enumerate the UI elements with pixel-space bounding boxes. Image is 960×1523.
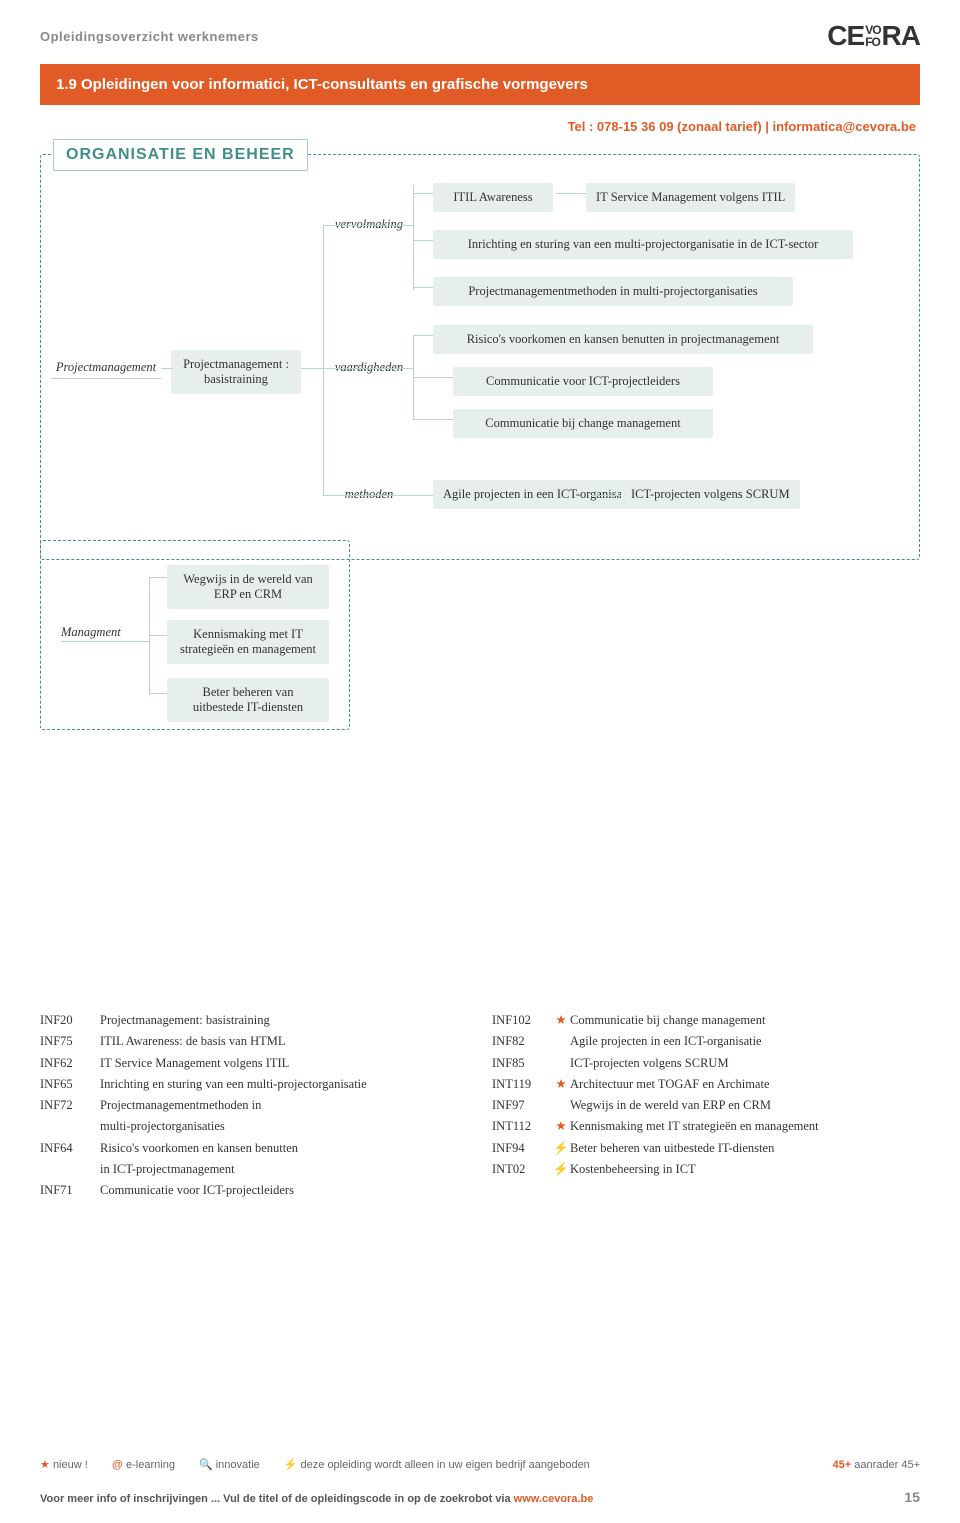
course-title: Wegwijs in de wereld van ERP en CRM <box>570 1095 920 1116</box>
page-number: 15 <box>904 1489 920 1505</box>
projectmanagement-diagram: Projectmanagement Projectmanagement : ba… <box>61 185 899 535</box>
course-row: INF20Projectmanagement: basistraining <box>40 1010 468 1031</box>
node-erp-crm: Wegwijs in de wereld van ERP en CRM <box>167 565 329 609</box>
course-marker-icon: ⚡ <box>552 1159 570 1180</box>
footer-info: Voor meer info of inschrijvingen ... Vul… <box>40 1489 920 1505</box>
course-code: INF64 <box>40 1138 100 1159</box>
course-row: INF85 ICT-projecten volgens SCRUM <box>492 1053 920 1074</box>
course-row: INF82 Agile projecten in een ICT-organisa… <box>492 1031 920 1052</box>
node-inrichting-sturing: Inrichting en sturing van een multi-proj… <box>433 230 853 259</box>
course-row: INF65Inrichting en sturing van een multi… <box>40 1074 468 1095</box>
document-header: Opleidingsoverzicht werknemers CE VO FO … <box>40 0 920 64</box>
course-row: in ICT-projectmanagement <box>40 1159 468 1180</box>
course-code: INF65 <box>40 1074 100 1095</box>
course-row: INF71Communicatie voor ICT-projectleider… <box>40 1180 468 1201</box>
course-title: Beter beheren van uitbestede IT-diensten <box>570 1138 920 1159</box>
course-code: INT02 <box>492 1159 552 1180</box>
course-row: INT119★Architectuur met TOGAF en Archima… <box>492 1074 920 1095</box>
course-row: INF102★Communicatie bij change managemen… <box>492 1010 920 1031</box>
course-title: multi-projectorganisaties <box>100 1116 468 1137</box>
course-marker-icon: ⚡ <box>552 1138 570 1159</box>
star-icon: ★ <box>40 1459 50 1471</box>
course-code <box>40 1159 100 1180</box>
course-title: ITIL Awareness: de basis van HTML <box>100 1031 468 1052</box>
course-row: INT112★Kennismaking met IT strategieën e… <box>492 1116 920 1137</box>
course-title: IT Service Management volgens ITIL <box>100 1053 468 1074</box>
course-title: ICT-projecten volgens SCRUM <box>570 1053 920 1074</box>
node-root: Projectmanagement <box>51 360 161 375</box>
course-marker-icon <box>552 1053 570 1074</box>
lightning-icon: ⚡ <box>284 1459 298 1471</box>
course-code: INF62 <box>40 1053 100 1074</box>
course-code <box>40 1116 100 1137</box>
node-basistraining: Projectmanagement : basistraining <box>171 350 301 394</box>
node-it-service-mgmt: IT Service Management volgens ITIL <box>586 183 795 212</box>
course-code: INF97 <box>492 1095 552 1116</box>
magnify-icon: 🔍 <box>199 1459 213 1471</box>
course-title: Inrichting en sturing van een multi-proj… <box>100 1074 468 1095</box>
course-column-right: INF102★Communicatie bij change managemen… <box>492 1010 920 1201</box>
course-title: Architectuur met TOGAF en Archimate <box>570 1074 920 1095</box>
course-row: INF72Projectmanagementmethoden in <box>40 1095 468 1116</box>
at-icon: @ <box>112 1459 123 1471</box>
course-code: INF85 <box>492 1053 552 1074</box>
course-code: INF72 <box>40 1095 100 1116</box>
diagram-organisatie-beheer: ORGANISATIE EN BEHEER Projectmanagement … <box>40 154 920 560</box>
course-row: INF94⚡Beter beheren van uitbestede IT-di… <box>492 1138 920 1159</box>
diagram-managment: Managment Wegwijs in de wereld van ERP e… <box>40 540 350 730</box>
course-row: INF97 Wegwijs in de wereld van ERP en CRM <box>492 1095 920 1116</box>
course-marker-icon: ★ <box>552 1010 570 1031</box>
course-title: Risico's voorkomen en kansen benutten <box>100 1138 468 1159</box>
course-row: multi-projectorganisaties <box>40 1116 468 1137</box>
course-code: INF75 <box>40 1031 100 1052</box>
course-title: Kennismaking met IT strategieën en manag… <box>570 1116 920 1137</box>
course-code: INF82 <box>492 1031 552 1052</box>
node-risico: Risico's voorkomen en kansen benutten in… <box>433 325 813 354</box>
course-code: INF102 <box>492 1010 552 1031</box>
course-marker-icon: ★ <box>552 1116 570 1137</box>
node-uitbestede: Beter beheren van uitbestede IT-diensten <box>167 678 329 722</box>
section-tag: ORGANISATIE EN BEHEER <box>53 139 308 171</box>
section-title-bar: 1.9 Opleidingen voor informatici, ICT-co… <box>40 64 920 105</box>
course-column-left: INF20Projectmanagement: basistrainingINF… <box>40 1010 468 1201</box>
course-title: Communicatie bij change management <box>570 1010 920 1031</box>
node-communicatie-ict: Communicatie voor ICT-projectleiders <box>453 367 713 396</box>
course-row: INF75ITIL Awareness: de basis van HTML <box>40 1031 468 1052</box>
node-communicatie-change: Communicatie bij change management <box>453 409 713 438</box>
course-code: INT112 <box>492 1116 552 1137</box>
footer-legend: ★ nieuw ! @ e-learning 🔍 innovatie ⚡ dez… <box>40 1458 920 1471</box>
node-kennismaking-it: Kennismaking met IT strategieën en manag… <box>167 620 329 664</box>
course-title: Agile projecten in een ICT-organisatie <box>570 1031 920 1052</box>
course-row: INF62IT Service Management volgens ITIL <box>40 1053 468 1074</box>
course-code: INF71 <box>40 1180 100 1201</box>
course-code-list: INF20Projectmanagement: basistrainingINF… <box>40 1010 920 1201</box>
course-title: Projectmanagementmethoden in <box>100 1095 468 1116</box>
course-marker-icon: ★ <box>552 1074 570 1095</box>
node-scrum: ICT-projecten volgens SCRUM <box>621 480 800 509</box>
course-title: Communicatie voor ICT-projectleiders <box>100 1180 468 1201</box>
cevora-logo: CE VO FO RA <box>827 20 920 52</box>
node-pm-methoden: Projectmanagementmethoden in multi-proje… <box>433 277 793 306</box>
node-itil-awareness: ITIL Awareness <box>433 183 553 212</box>
course-row: INF64Risico's voorkomen en kansen benutt… <box>40 1138 468 1159</box>
course-code: INT119 <box>492 1074 552 1095</box>
course-code: INF94 <box>492 1138 552 1159</box>
footer-link[interactable]: www.cevora.be <box>514 1493 594 1505</box>
course-title: in ICT-projectmanagement <box>100 1159 468 1180</box>
node-managment-root: Managment <box>61 625 131 640</box>
course-title: Projectmanagement: basistraining <box>100 1010 468 1031</box>
overline-text: Opleidingsoverzicht werknemers <box>40 29 259 44</box>
course-row: INT02⚡Kostenbeheersing in ICT <box>492 1159 920 1180</box>
course-code: INF20 <box>40 1010 100 1031</box>
course-marker-icon <box>552 1031 570 1052</box>
course-marker-icon <box>552 1095 570 1116</box>
plus45-badge: 45+ aanrader 45+ <box>833 1459 920 1471</box>
course-title: Kostenbeheersing in ICT <box>570 1159 920 1180</box>
